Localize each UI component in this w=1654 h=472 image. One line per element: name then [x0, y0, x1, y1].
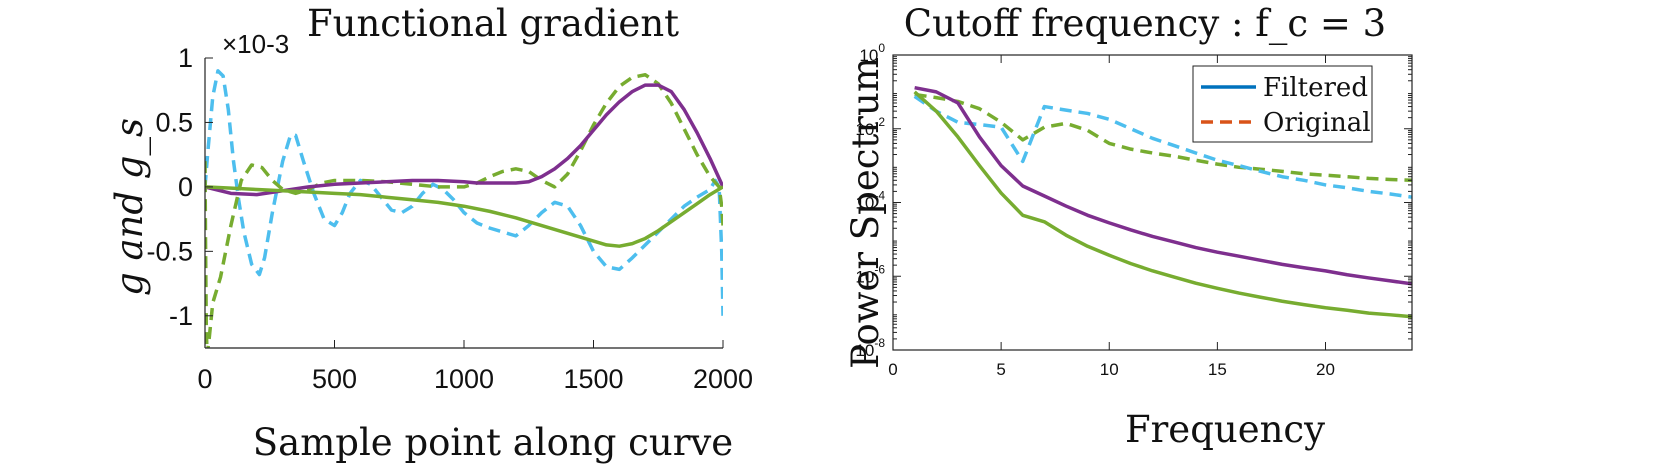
x-tick-label: 1000: [434, 364, 494, 394]
legend-box: [1192, 65, 1373, 143]
y-tick-label: 10-2: [855, 115, 885, 139]
x-tick-label: 5: [996, 360, 1005, 379]
y-tick-label: 100: [859, 41, 885, 65]
y-exponent-label: ×10-3: [222, 29, 289, 59]
x-tick-label: 0: [197, 364, 212, 394]
chart-title: Functional gradient: [307, 2, 679, 45]
y-tick-label: 1: [178, 43, 193, 73]
y-tick-label: 10-4: [855, 189, 885, 213]
legend-label: Filtered: [1263, 73, 1368, 103]
x-tick-label: 500: [312, 364, 357, 394]
power-spectrum-chart: Cutoff frequency : f_c = 3 Frequency Pow…: [844, 2, 1413, 451]
x-tick-label: 2000: [693, 364, 753, 394]
chart-title: Cutoff frequency : f_c = 3: [904, 2, 1386, 46]
series-group: [205, 69, 723, 348]
functional-gradient-chart: Functional gradient ×10-3 Sample point a…: [108, 2, 753, 464]
y-tick-label: 0: [178, 172, 193, 202]
y-axis-label: Power Spectrum: [844, 57, 887, 369]
x-tick-label: 0: [888, 360, 897, 379]
series-group: [913, 85, 1412, 319]
y-axis-label: g and g_s: [108, 118, 152, 296]
series-line-1: [205, 69, 723, 316]
series-line-4: [205, 185, 723, 248]
x-tick-label: 10: [1100, 360, 1119, 379]
series-line-2: [205, 73, 723, 348]
x-tick-label: 1500: [563, 364, 623, 394]
y-tick-label: 10-8: [855, 336, 885, 360]
x-tick-label: 20: [1316, 360, 1335, 379]
y-tick-label: -0.5: [146, 236, 193, 266]
series-line-3: [914, 85, 1412, 286]
legend: Filtered Original: [1192, 65, 1373, 143]
y-tick-label: 10-6: [855, 262, 885, 286]
plot-area: 0 500 1000 1500 2000 -1 -0.5 0 0.5 1: [146, 43, 753, 394]
plot-area: 0 5 10 15 20 10-8 10-6 10-4 10-2 100: [855, 41, 1413, 379]
x-axis-label: Sample point along curve: [253, 421, 733, 464]
series-line-3: [205, 83, 723, 197]
y-tick-label: -1: [169, 301, 193, 331]
y-tick-label: 0.5: [155, 107, 193, 137]
x-tick-label: 15: [1208, 360, 1227, 379]
legend-label: Original: [1263, 108, 1371, 138]
series-line-4: [913, 90, 1412, 319]
series-line-1: [914, 92, 1412, 183]
x-axis-label: Frequency: [1125, 408, 1325, 451]
